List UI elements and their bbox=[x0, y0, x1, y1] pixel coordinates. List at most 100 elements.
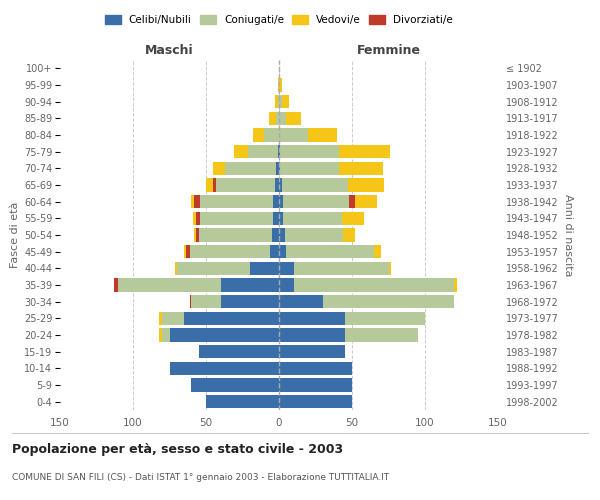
Bar bbox=[214, 162, 225, 175]
Bar bbox=[285, 228, 343, 241]
Bar bbox=[206, 178, 214, 192]
Bar bbox=[194, 195, 200, 208]
Bar bbox=[342, 212, 364, 225]
Bar bbox=[374, 245, 381, 258]
Bar bbox=[194, 228, 196, 241]
Bar bbox=[118, 278, 221, 291]
Bar bbox=[279, 162, 280, 175]
Bar bbox=[269, 112, 276, 125]
Bar bbox=[389, 262, 391, 275]
Bar bbox=[265, 128, 279, 141]
Bar bbox=[278, 145, 279, 158]
Bar bbox=[279, 378, 352, 392]
Bar bbox=[184, 312, 279, 325]
Bar bbox=[196, 228, 199, 241]
Bar bbox=[275, 178, 279, 192]
Bar bbox=[279, 312, 344, 325]
Bar bbox=[225, 162, 276, 175]
Bar bbox=[280, 162, 339, 175]
Y-axis label: Anni di nascita: Anni di nascita bbox=[563, 194, 572, 276]
Bar bbox=[159, 312, 162, 325]
Bar bbox=[276, 112, 279, 125]
Bar bbox=[279, 345, 344, 358]
Bar bbox=[250, 262, 279, 275]
Text: Popolazione per età, sesso e stato civile - 2003: Popolazione per età, sesso e stato civil… bbox=[12, 442, 343, 456]
Bar bbox=[177, 262, 250, 275]
Bar bbox=[190, 245, 270, 258]
Bar bbox=[162, 328, 170, 342]
Bar bbox=[279, 395, 352, 408]
Bar bbox=[279, 112, 286, 125]
Bar bbox=[253, 128, 265, 141]
Bar bbox=[221, 295, 279, 308]
Bar bbox=[323, 295, 454, 308]
Bar bbox=[339, 162, 383, 175]
Bar bbox=[191, 378, 279, 392]
Bar bbox=[196, 212, 200, 225]
Bar bbox=[344, 328, 418, 342]
Bar bbox=[347, 178, 384, 192]
Bar bbox=[279, 78, 280, 92]
Bar bbox=[279, 328, 344, 342]
Bar bbox=[199, 228, 272, 241]
Bar bbox=[170, 328, 279, 342]
Legend: Celibi/Nubili, Coniugati/e, Vedovi/e, Divorziati/e: Celibi/Nubili, Coniugati/e, Vedovi/e, Di… bbox=[101, 11, 457, 30]
Bar bbox=[279, 262, 293, 275]
Bar bbox=[191, 295, 221, 308]
Bar bbox=[279, 128, 308, 141]
Bar bbox=[275, 95, 278, 108]
Bar bbox=[282, 178, 347, 192]
Bar bbox=[206, 395, 279, 408]
Bar bbox=[248, 145, 278, 158]
Bar bbox=[279, 95, 282, 108]
Bar bbox=[278, 95, 279, 108]
Text: Maschi: Maschi bbox=[145, 44, 194, 57]
Bar bbox=[293, 278, 454, 291]
Bar bbox=[200, 195, 273, 208]
Bar bbox=[279, 178, 282, 192]
Bar bbox=[175, 262, 177, 275]
Bar bbox=[339, 145, 390, 158]
Bar bbox=[234, 145, 248, 158]
Bar bbox=[343, 228, 355, 241]
Bar bbox=[349, 195, 355, 208]
Bar bbox=[279, 228, 285, 241]
Bar bbox=[216, 178, 275, 192]
Bar bbox=[278, 78, 279, 92]
Bar bbox=[185, 245, 190, 258]
Bar bbox=[283, 195, 349, 208]
Bar bbox=[214, 178, 216, 192]
Bar bbox=[191, 195, 194, 208]
Bar bbox=[221, 278, 279, 291]
Bar bbox=[162, 312, 184, 325]
Bar bbox=[159, 328, 162, 342]
Bar bbox=[355, 195, 377, 208]
Bar bbox=[190, 295, 191, 308]
Bar bbox=[283, 212, 342, 225]
Bar bbox=[279, 212, 283, 225]
Bar bbox=[344, 312, 425, 325]
Bar bbox=[270, 245, 279, 258]
Bar bbox=[184, 245, 185, 258]
Bar bbox=[193, 212, 196, 225]
Bar bbox=[200, 212, 273, 225]
Bar bbox=[279, 145, 280, 158]
Bar bbox=[279, 295, 323, 308]
Bar bbox=[170, 362, 279, 375]
Text: COMUNE DI SAN FILI (CS) - Dati ISTAT 1° gennaio 2003 - Elaborazione TUTTITALIA.I: COMUNE DI SAN FILI (CS) - Dati ISTAT 1° … bbox=[12, 472, 389, 482]
Bar bbox=[273, 195, 279, 208]
Y-axis label: Fasce di età: Fasce di età bbox=[10, 202, 20, 268]
Bar bbox=[273, 212, 279, 225]
Bar bbox=[279, 195, 283, 208]
Bar bbox=[279, 245, 286, 258]
Bar bbox=[199, 345, 279, 358]
Bar bbox=[282, 95, 289, 108]
Bar bbox=[280, 78, 282, 92]
Bar bbox=[293, 262, 389, 275]
Bar bbox=[272, 228, 279, 241]
Bar bbox=[308, 128, 337, 141]
Bar bbox=[279, 362, 352, 375]
Bar bbox=[454, 278, 457, 291]
Bar bbox=[114, 278, 118, 291]
Text: Femmine: Femmine bbox=[356, 44, 421, 57]
